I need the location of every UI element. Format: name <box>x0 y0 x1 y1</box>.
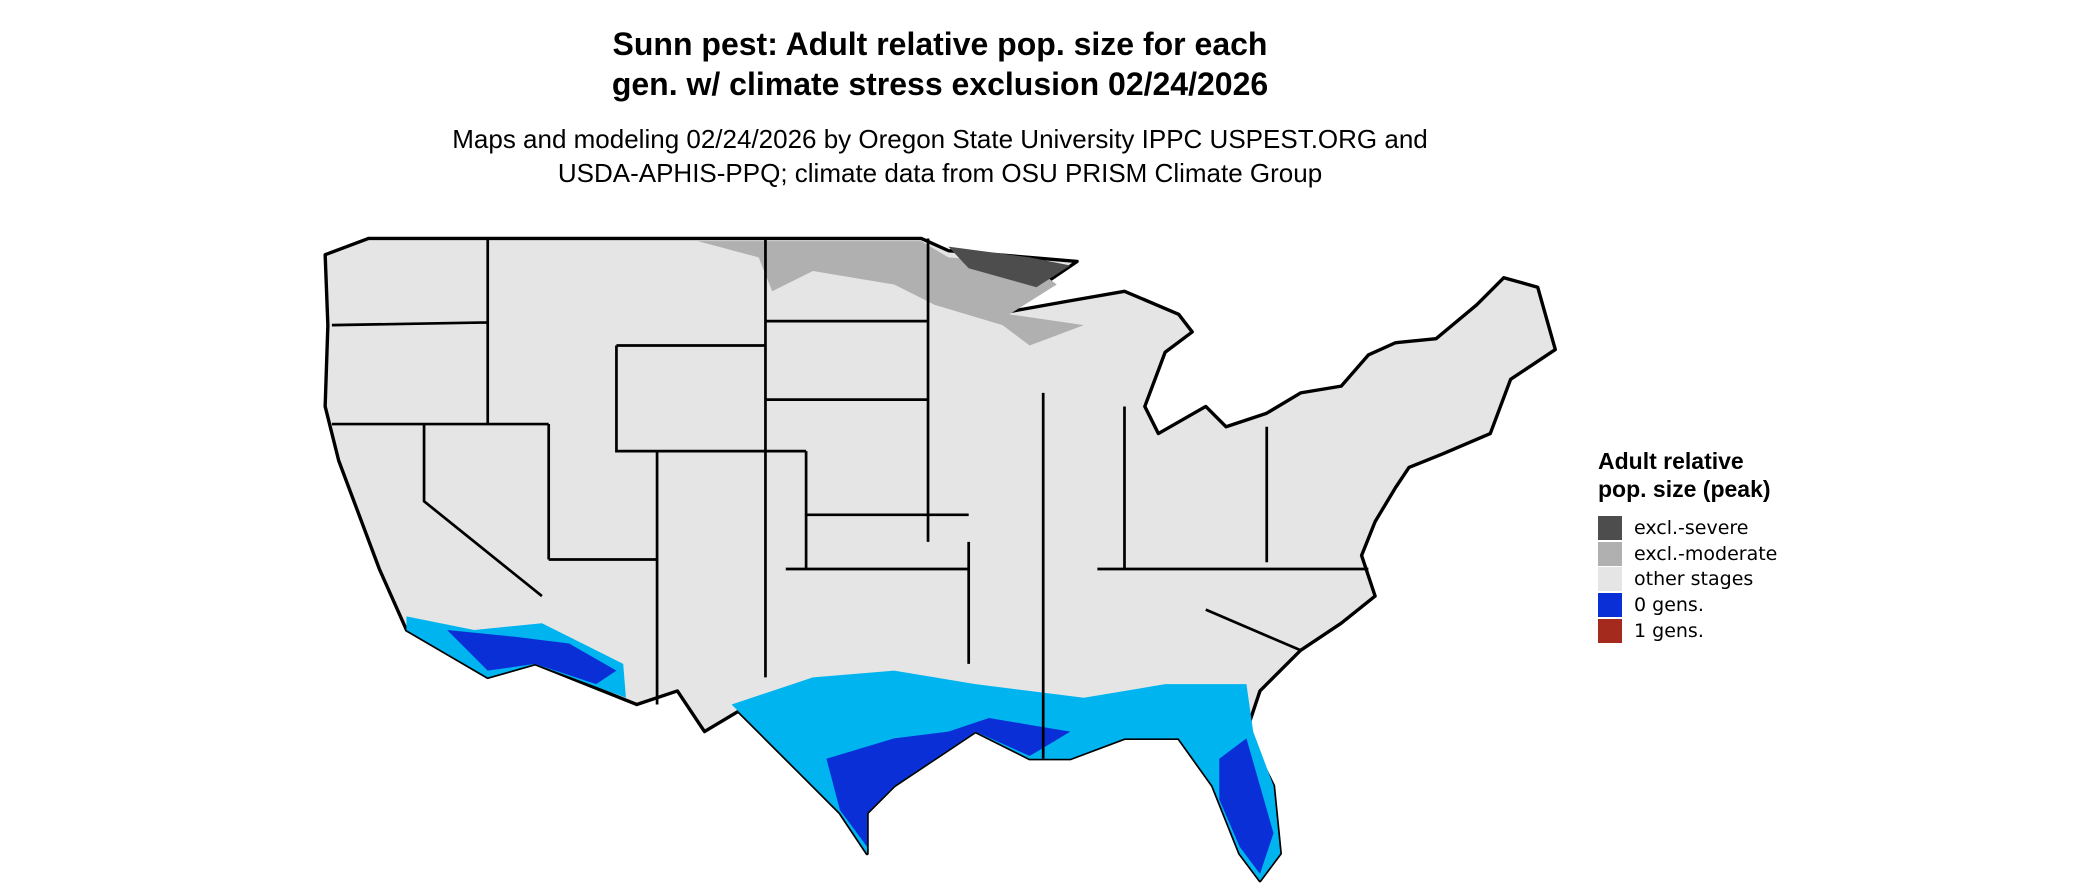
zero-gen-zone <box>447 629 1274 874</box>
legend-item: excl.-moderate <box>1598 541 1798 567</box>
legend-swatch <box>1598 567 1622 592</box>
map-subtitle: Maps and modeling 02/24/2026 by Oregon S… <box>452 124 1428 188</box>
state-borders <box>331 238 1369 759</box>
legend-label: excl.-severe <box>1634 516 1749 539</box>
legend-title: Adult relative pop. size (peak) <box>1598 448 1771 502</box>
legend-label: 0 gens. <box>1634 593 1704 616</box>
legend-item: excl.-severe <box>1598 515 1798 541</box>
legend-item: 0 gens. <box>1598 592 1798 618</box>
legend-item: other stages <box>1598 566 1798 592</box>
warm-zone <box>406 616 1281 881</box>
legend-swatch <box>1598 592 1622 617</box>
legend-item: 1 gens. <box>1598 618 1798 644</box>
legend: Adult relative pop. size (peak) excl.-se… <box>1598 447 1798 643</box>
us-land <box>323 236 1558 883</box>
legend-swatch <box>1598 515 1622 540</box>
legend-label: 1 gens. <box>1634 619 1704 642</box>
map-title: Sunn pest: Adult relative pop. size for … <box>611 26 1269 102</box>
legend-swatch <box>1598 541 1622 566</box>
legend-swatch <box>1598 618 1622 643</box>
legend-label: other stages <box>1634 568 1754 591</box>
legend-label: excl.-moderate <box>1634 542 1778 565</box>
severe-zone <box>948 246 1071 288</box>
